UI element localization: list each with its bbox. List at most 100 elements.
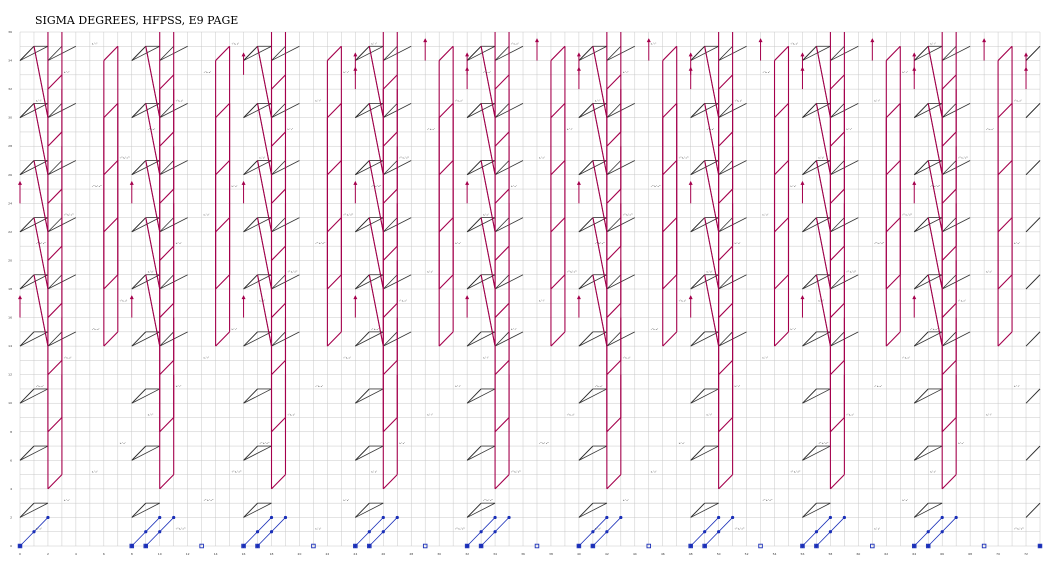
red-differential (33, 274, 49, 347)
blue-class-box (590, 543, 596, 549)
arrow-head (688, 295, 693, 300)
black-differential (718, 103, 733, 118)
black-differential (941, 45, 957, 61)
red-differential (830, 245, 845, 261)
black-differential (578, 274, 608, 290)
black-differential (243, 217, 258, 233)
black-differential (19, 274, 35, 290)
red-differential (592, 103, 608, 175)
black-differential (914, 388, 943, 404)
red-differential (662, 45, 678, 61)
arrow-head (576, 66, 581, 71)
blue-class-dot (172, 515, 176, 520)
blue-class-dot (940, 515, 944, 520)
class-label: τ³ h₃ σ⁴ (651, 328, 659, 331)
black-differential (466, 217, 482, 233)
y-tick-label: 4 (10, 487, 12, 491)
black-differential (578, 217, 594, 233)
class-label: h₁² σ² (455, 242, 461, 245)
arrow-head (353, 52, 358, 57)
black-differential (131, 45, 160, 61)
red-differential (941, 417, 957, 433)
class-label: τ³ h₃ σ⁴ (846, 414, 854, 417)
class-label: h₁² σ² (707, 271, 713, 274)
red-differential (438, 45, 454, 61)
class-label: h₀² τ⁶ (930, 42, 936, 45)
black-differential (914, 217, 943, 233)
arrow-head (800, 295, 805, 300)
black-differential (19, 45, 49, 61)
class-label: τ³ h₃ σ⁴ (958, 299, 966, 302)
red-differential (830, 302, 845, 318)
class-label: h₀² τ⁶ (763, 356, 769, 359)
black-differential (718, 160, 733, 176)
blue-class-dot (926, 544, 930, 548)
red-differential (438, 331, 454, 347)
black-differential (466, 45, 482, 61)
black-differential (913, 445, 929, 461)
class-label: τ³ h₃ σ⁴ (874, 385, 882, 388)
class-label: τ³ h₃ σ⁴ (343, 356, 351, 359)
red-differential (941, 474, 957, 490)
black-differential (355, 274, 384, 290)
red-differential (815, 217, 831, 290)
class-label: τ²⁴ h₂⁴ σ⁵² (763, 499, 773, 502)
red-differential (774, 45, 789, 61)
black-differential (1025, 45, 1041, 61)
black-differential (466, 502, 496, 518)
x-tick-labels: 0 2 4 6 8 10 12 14 16 18 20 22 24 26 28 30 32 34 36 38 40 42 4… (19, 552, 1028, 556)
black-differential (47, 103, 63, 118)
blue-class-box (1037, 543, 1043, 549)
x-tick-label: 66 (940, 552, 944, 556)
black-differential (578, 160, 608, 176)
blue-class-box (911, 543, 917, 549)
red-differential (47, 417, 63, 433)
blue-class-box (367, 543, 372, 549)
blue-class-dot (828, 515, 833, 520)
red-differential (997, 45, 1013, 61)
class-label: τ²⁴ h₂⁴ σ⁵² (399, 157, 409, 160)
black-differential (383, 217, 398, 233)
red-differential (606, 131, 622, 147)
arrow-head (576, 295, 581, 300)
class-label: h₀² τ⁶ (1014, 385, 1020, 388)
red-differential (103, 331, 119, 347)
class-label: τ²⁴ h₂⁴ σ⁵² (260, 442, 270, 445)
red-differential (382, 131, 398, 147)
blue-class-dot (842, 515, 846, 520)
class-label: h₁² σ² (120, 442, 126, 445)
black-differential (718, 45, 733, 61)
arrow-head (800, 180, 805, 185)
black-differential (355, 445, 384, 461)
black-differential (19, 445, 35, 461)
black-differential (243, 388, 258, 404)
black-differential (690, 274, 719, 290)
class-label: τ³ h₃ σ⁴ (287, 414, 295, 417)
black-differential (578, 331, 608, 347)
red-differential (927, 160, 943, 232)
y-tick-label: 16 (8, 316, 12, 320)
black-differential (355, 160, 384, 176)
black-differential (718, 274, 733, 290)
blue-class-box (311, 543, 316, 549)
black-differential (690, 388, 705, 404)
red-differential (271, 417, 286, 433)
x-tick-label: 44 (633, 552, 637, 556)
black-differential (913, 331, 929, 347)
red-differential (606, 360, 622, 376)
black-differential (19, 388, 35, 404)
blue-class-dot (689, 544, 693, 548)
black-differential (466, 103, 482, 118)
black-differential (494, 103, 510, 118)
red-differential (815, 160, 831, 232)
blue-class-dot (158, 530, 162, 534)
class-label: h₀² τ⁶ (623, 71, 629, 74)
class-label: τ³ h₃ σ⁴ (120, 299, 128, 302)
red-differential (830, 417, 845, 433)
class-label: τ²⁴ h₂⁴ σ⁵² (315, 242, 325, 245)
blue-class-box (534, 543, 540, 549)
red-differential (271, 131, 286, 147)
arrow-head (688, 66, 693, 71)
red-differential (159, 302, 175, 318)
arrow-head (688, 52, 693, 57)
